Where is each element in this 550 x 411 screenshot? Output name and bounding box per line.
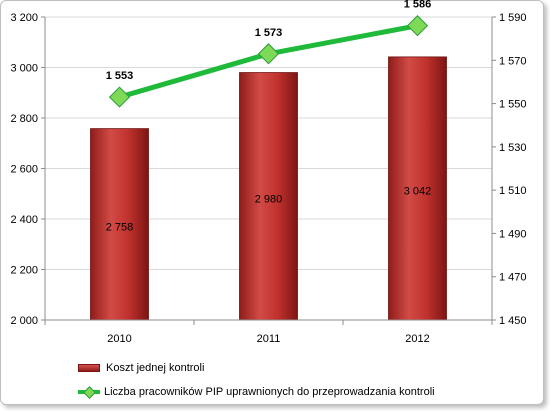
- line-value-label: 1 573: [255, 27, 283, 39]
- bar-value-label: 2 758: [106, 221, 134, 233]
- left-tick-label: 2 600: [10, 164, 38, 176]
- bar: [90, 128, 149, 321]
- x-tick-label: 2012: [405, 333, 429, 345]
- line-marker: [406, 15, 429, 37]
- left-tick-label: 2 400: [10, 214, 38, 226]
- left-tick-label: 2 000: [10, 315, 38, 327]
- right-tick-label: 1 590: [499, 12, 527, 24]
- bars: [90, 56, 447, 321]
- x-tick-label: 2010: [107, 333, 131, 345]
- right-tick-label: 1 470: [499, 272, 527, 284]
- left-tick-label: 2 800: [10, 113, 38, 125]
- bar-value-label: 3 042: [404, 185, 432, 197]
- legend-label-line: Liczba pracowników PIP uprawnionych do p…: [104, 386, 435, 398]
- axes: 2 000 2 200 2 400 2 600 2 800 3 000 3 200 1 450…: [10, 12, 526, 345]
- x-tick-label: 2011: [257, 333, 281, 345]
- legend: Koszt jednej kontroli Liczba pracowników…: [78, 358, 435, 406]
- legend-item-line: Liczba pracowników PIP uprawnionych do p…: [78, 382, 435, 402]
- right-tick-label: 1 550: [499, 99, 527, 111]
- line-value-label: 1 553: [106, 70, 134, 82]
- bar: [239, 72, 298, 321]
- legend-label-bars: Koszt jednej kontroli: [106, 362, 205, 374]
- line-value-label: 1 586: [404, 0, 432, 11]
- data-labels: 2 758 2 980 3 042 1 553 1 573 1 586: [106, 0, 432, 233]
- line-marker: [108, 86, 131, 108]
- legend-item-bars: Koszt jednej kontroli: [78, 358, 435, 378]
- right-tick-label: 1 450: [499, 315, 527, 327]
- left-tick-label: 3 200: [10, 12, 38, 24]
- bar: [388, 56, 447, 321]
- right-tick-label: 1 530: [499, 142, 527, 154]
- left-tick-label: 3 000: [10, 63, 38, 75]
- line-marker: [257, 43, 280, 65]
- legend-bar-swatch: [78, 364, 100, 372]
- legend-line-swatch: [78, 386, 100, 399]
- right-tick-label: 1 490: [499, 228, 527, 240]
- left-tick-label: 2 200: [10, 265, 38, 277]
- right-tick-label: 1 510: [499, 185, 527, 197]
- bar-value-label: 2 980: [255, 193, 283, 205]
- right-tick-label: 1 570: [499, 55, 527, 67]
- line-series: [108, 15, 429, 108]
